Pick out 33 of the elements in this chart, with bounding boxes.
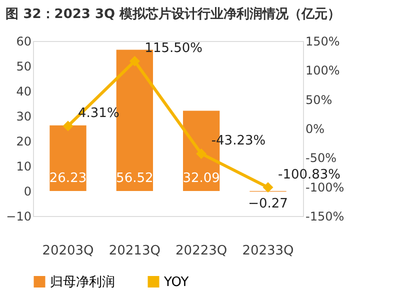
point — [62, 120, 74, 132]
legend-label: 归母净利润 — [50, 274, 115, 290]
y2-tick-label: -150% — [306, 210, 344, 224]
y2-tick-label: -100% — [306, 180, 344, 194]
y2-tick-label: 100% — [306, 64, 340, 78]
y-tick-label: 60 — [16, 34, 32, 48]
y-tick-label: 0 — [24, 184, 32, 198]
y2-tick-label: 150% — [306, 34, 340, 48]
data-label: 115.50% — [144, 41, 203, 56]
data-label: −0.27 — [248, 196, 288, 212]
y2-tick-label: 0% — [306, 122, 325, 136]
y-tick-label: 30 — [16, 110, 32, 124]
data-label: 56.52 — [116, 171, 154, 186]
x-tick-label: 20213Q — [108, 244, 160, 258]
y2-tick-label: -50% — [306, 151, 337, 166]
y2-tick-label: 50% — [306, 92, 332, 107]
y-tick-label: −10 — [6, 210, 32, 224]
bar — [50, 125, 86, 191]
point — [196, 148, 207, 159]
y-tick-label: 10 — [16, 160, 32, 174]
x-tick-label: 20203Q — [42, 244, 94, 258]
y-tick-label: 40 — [16, 84, 32, 98]
point — [129, 56, 140, 66]
data-label: 32.09 — [182, 171, 220, 186]
y-tick-label: 20 — [16, 134, 32, 148]
data-label: -100.83% — [278, 167, 341, 182]
x-tick-label: 20233Q — [242, 244, 294, 258]
data-label: 26.23 — [49, 171, 87, 186]
y-tick-label: 50 — [16, 60, 32, 74]
legend-label: YOY — [163, 274, 189, 290]
x-tick-label: 20223Q — [176, 244, 228, 258]
point — [262, 182, 274, 193]
chart-title: 图 32：2023 3Q 模拟芯片设计行业净利润情况（亿元） — [6, 6, 341, 22]
